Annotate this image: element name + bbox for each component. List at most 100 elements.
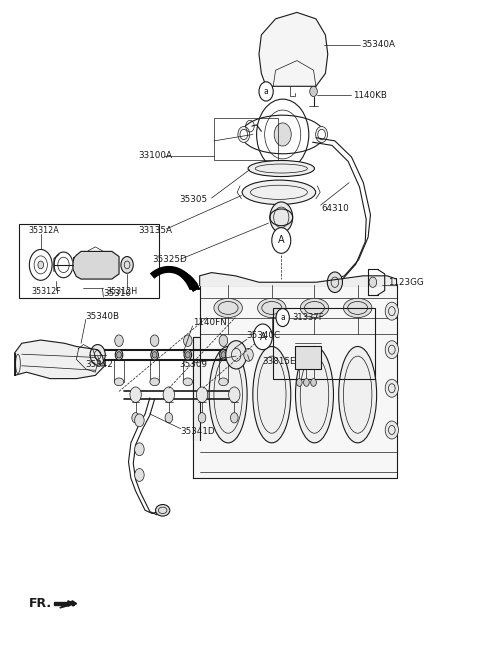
Circle shape xyxy=(226,341,247,369)
Circle shape xyxy=(244,349,253,362)
Circle shape xyxy=(152,352,157,358)
Ellipse shape xyxy=(156,505,170,516)
Ellipse shape xyxy=(296,347,334,443)
Text: 31337F: 31337F xyxy=(292,313,324,322)
Circle shape xyxy=(385,341,398,359)
Circle shape xyxy=(385,302,398,320)
Ellipse shape xyxy=(183,378,192,386)
Ellipse shape xyxy=(114,378,124,386)
Circle shape xyxy=(276,308,289,327)
Ellipse shape xyxy=(214,298,242,318)
Polygon shape xyxy=(192,337,200,439)
Ellipse shape xyxy=(316,126,327,143)
Polygon shape xyxy=(14,340,105,378)
Text: FR.: FR. xyxy=(29,597,52,610)
Ellipse shape xyxy=(115,350,123,360)
Ellipse shape xyxy=(184,350,192,360)
Ellipse shape xyxy=(219,350,227,360)
Circle shape xyxy=(115,335,123,347)
Circle shape xyxy=(230,413,238,423)
Circle shape xyxy=(274,123,291,146)
Ellipse shape xyxy=(209,347,247,443)
Circle shape xyxy=(163,387,175,402)
Text: a: a xyxy=(280,313,285,322)
Text: 1123GG: 1123GG xyxy=(388,278,424,287)
Circle shape xyxy=(369,277,377,287)
Text: 35310: 35310 xyxy=(103,288,132,297)
Text: 35340A: 35340A xyxy=(361,40,395,49)
Circle shape xyxy=(221,352,226,358)
Circle shape xyxy=(228,387,240,402)
Circle shape xyxy=(38,261,44,269)
Text: 33135A: 33135A xyxy=(138,226,172,235)
Bar xyxy=(295,347,321,369)
Circle shape xyxy=(385,379,398,397)
Ellipse shape xyxy=(343,298,372,318)
Polygon shape xyxy=(60,601,76,608)
Circle shape xyxy=(150,335,159,347)
Circle shape xyxy=(130,387,141,402)
Text: 35340C: 35340C xyxy=(247,331,281,340)
Ellipse shape xyxy=(339,347,377,443)
Text: a: a xyxy=(264,87,268,96)
Text: 33100A: 33100A xyxy=(138,151,172,160)
Text: 35312A: 35312A xyxy=(28,226,59,235)
Circle shape xyxy=(185,352,190,358)
Ellipse shape xyxy=(151,350,158,360)
Circle shape xyxy=(303,378,309,386)
Text: 35342: 35342 xyxy=(86,360,114,369)
Circle shape xyxy=(253,324,272,350)
Text: A: A xyxy=(260,332,266,342)
Text: 33815E: 33815E xyxy=(263,357,296,365)
Text: A: A xyxy=(278,235,285,246)
Polygon shape xyxy=(192,286,396,478)
Circle shape xyxy=(219,335,228,347)
Circle shape xyxy=(196,387,208,402)
Ellipse shape xyxy=(253,347,291,443)
Ellipse shape xyxy=(238,126,250,143)
Circle shape xyxy=(240,130,248,139)
Text: 1140FN: 1140FN xyxy=(192,318,226,327)
Circle shape xyxy=(198,413,206,423)
Circle shape xyxy=(90,345,105,365)
Circle shape xyxy=(121,257,133,273)
Circle shape xyxy=(297,378,302,386)
Bar xyxy=(214,119,278,160)
Bar xyxy=(19,224,159,298)
Ellipse shape xyxy=(258,298,286,318)
Circle shape xyxy=(385,421,398,439)
Text: 35325D: 35325D xyxy=(152,255,187,264)
Text: 35312F: 35312F xyxy=(31,287,61,296)
Polygon shape xyxy=(200,273,396,286)
Circle shape xyxy=(310,86,317,97)
Circle shape xyxy=(259,82,273,101)
Text: 35341D: 35341D xyxy=(180,428,216,437)
Ellipse shape xyxy=(300,298,329,318)
Ellipse shape xyxy=(219,378,228,386)
Circle shape xyxy=(183,335,192,347)
Circle shape xyxy=(132,413,139,423)
Ellipse shape xyxy=(242,180,316,205)
Circle shape xyxy=(135,469,144,481)
Circle shape xyxy=(318,130,325,139)
Ellipse shape xyxy=(270,202,293,233)
Text: 64310: 64310 xyxy=(322,204,349,213)
Circle shape xyxy=(272,227,291,253)
Circle shape xyxy=(135,414,144,427)
Polygon shape xyxy=(73,251,119,279)
Circle shape xyxy=(311,378,316,386)
Text: 1140KB: 1140KB xyxy=(353,91,387,100)
Text: 35309: 35309 xyxy=(179,360,207,369)
Circle shape xyxy=(165,413,173,423)
Polygon shape xyxy=(54,601,69,605)
Bar xyxy=(273,308,375,378)
Circle shape xyxy=(117,352,121,358)
Circle shape xyxy=(327,272,342,292)
Circle shape xyxy=(135,443,144,456)
Polygon shape xyxy=(259,12,328,86)
Text: 35305: 35305 xyxy=(180,195,208,204)
Text: 35312H: 35312H xyxy=(106,287,137,296)
Text: 35340B: 35340B xyxy=(86,312,120,321)
Ellipse shape xyxy=(248,161,314,176)
Ellipse shape xyxy=(150,378,159,386)
